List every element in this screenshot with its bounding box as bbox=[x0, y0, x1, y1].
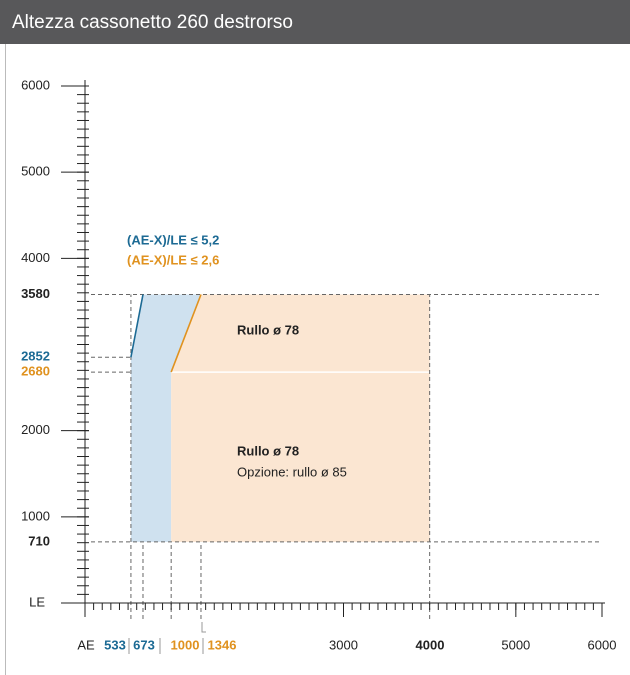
x-reference-label: 533 bbox=[104, 637, 126, 652]
boundary-line bbox=[170, 294, 202, 373]
y-reference-label: 2852 bbox=[21, 349, 50, 364]
chart-title: Altezza cassonetto 260 destrorso bbox=[12, 12, 293, 33]
region bbox=[171, 294, 430, 542]
x-reference-label: 673 bbox=[133, 637, 155, 652]
y-tick-label: 4000 bbox=[21, 250, 50, 265]
x-tick-label: 5000 bbox=[501, 637, 530, 652]
region bbox=[130, 294, 201, 542]
y-tick-label: 5000 bbox=[21, 164, 50, 179]
y-tick-label: 6000 bbox=[21, 77, 50, 92]
y-reference-label: 710 bbox=[28, 533, 50, 548]
x-reference-label: 4000 bbox=[416, 637, 445, 652]
boundary-line bbox=[130, 294, 144, 358]
annotation: Rullo ø 78 bbox=[237, 322, 299, 337]
x-reference-label: 1000 bbox=[171, 637, 200, 652]
x-reference-label: 1346 bbox=[208, 637, 237, 652]
y-reference-label: 3580 bbox=[21, 286, 50, 301]
x-tick-label: 6000 bbox=[588, 637, 617, 652]
annotation: Opzione: rullo ø 85 bbox=[237, 464, 347, 479]
y-tick-label: 2000 bbox=[21, 422, 50, 437]
boundary-label: (AE-X)/LE ≤ 5,2 bbox=[127, 232, 219, 247]
y-tick-label: 1000 bbox=[21, 508, 50, 523]
y-reference-label: 2680 bbox=[21, 364, 50, 379]
x-tick-label: AE bbox=[77, 637, 95, 652]
bracket bbox=[201, 622, 206, 633]
boundary-label: (AE-X)/LE ≤ 2,6 bbox=[127, 252, 219, 267]
header-bar bbox=[0, 0, 630, 44]
x-tick-label: 3000 bbox=[329, 637, 358, 652]
y-tick-label: LE bbox=[29, 594, 45, 609]
annotation: Rullo ø 78 bbox=[237, 443, 299, 458]
